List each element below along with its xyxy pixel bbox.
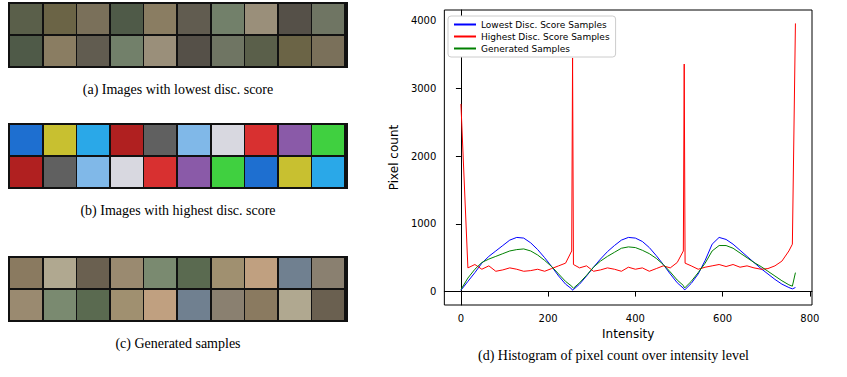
svg-text:200: 200 xyxy=(539,313,558,324)
svg-text:800: 800 xyxy=(800,313,819,324)
html-text:(c) Generated samples: (c) Generated samples xyxy=(115,336,241,351)
svg-text:1000: 1000 xyxy=(411,218,436,229)
svg-text:2000: 2000 xyxy=(411,151,436,162)
svg-text:(d) Histogram of pixel count o: (d) Histogram of pixel count over intens… xyxy=(478,348,749,364)
svg-text:600: 600 xyxy=(713,313,732,324)
svg-text:0: 0 xyxy=(458,313,464,324)
svg-text:400: 400 xyxy=(626,313,645,324)
svg-text:Pixel count: Pixel count xyxy=(387,124,401,190)
svg-text:0: 0 xyxy=(430,286,436,297)
html-text:(a) Images with lowest disc. s: (a) Images with lowest disc. score xyxy=(82,82,274,97)
svg-text:Highest Disc. Score Samples: Highest Disc. Score Samples xyxy=(481,32,610,42)
svg-text:3000: 3000 xyxy=(411,83,436,94)
html-text:(b) Images with highest disc.: (b) Images with highest disc. score xyxy=(80,203,276,218)
svg-text:Lowest Disc. Score Samples: Lowest Disc. Score Samples xyxy=(481,20,607,30)
svg-text:Intensity: Intensity xyxy=(602,327,654,341)
svg-text:4000: 4000 xyxy=(411,15,436,26)
svg-text:Generated Samples: Generated Samples xyxy=(481,44,570,54)
